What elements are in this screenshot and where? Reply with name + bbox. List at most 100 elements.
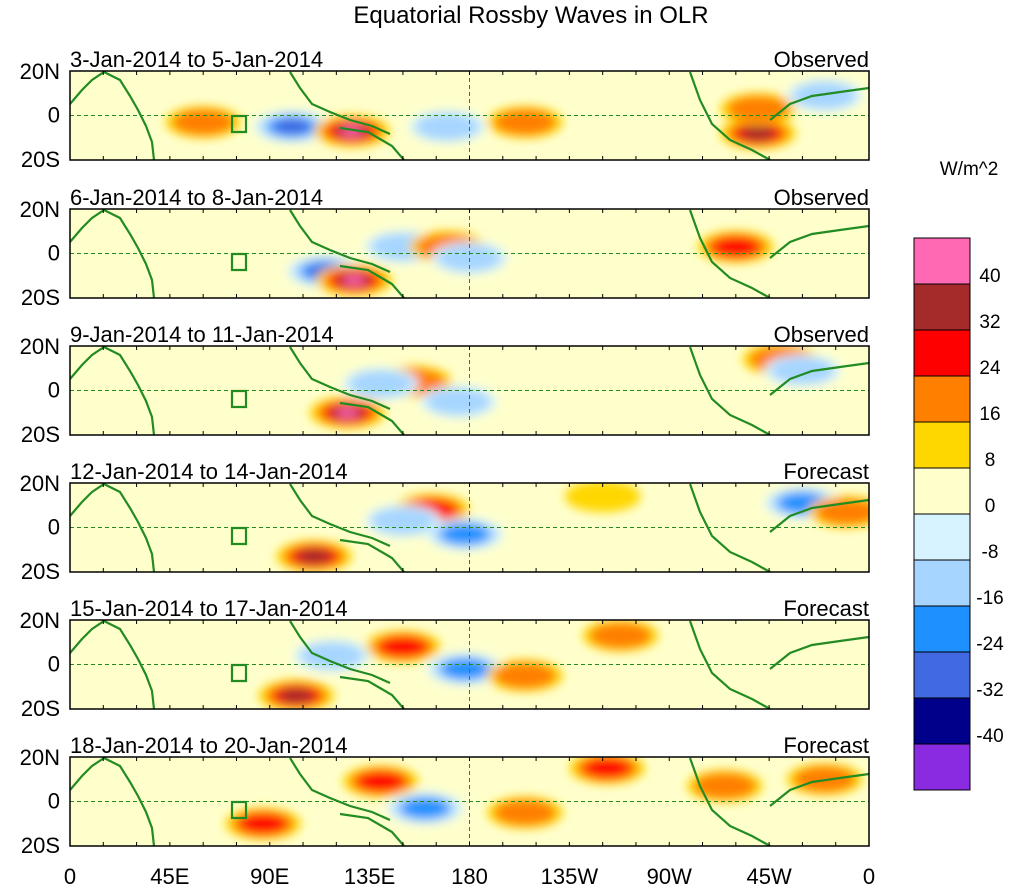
anomaly-contour [438,244,501,272]
anomaly-contour [296,549,332,564]
anomaly-contour [711,236,761,258]
anomaly-contour [589,622,652,649]
anomaly-contour [564,483,641,513]
latitude-tick-label: 20S [21,285,60,310]
coastline [70,757,869,846]
anomaly-contour [726,95,790,122]
colorbar-tick-label: -24 [976,634,1004,655]
colorbar-swatch [913,651,971,699]
colorbar-tick-label: -40 [976,726,1003,747]
anomaly-contour [416,113,479,140]
panel-status: Observed [774,322,869,347]
colorbar-tick-label: -32 [976,680,1003,701]
colorbar-tick-label: 16 [979,404,1000,425]
anomaly-contour [582,757,632,779]
anomaly-contour [172,109,235,136]
panel: 18-Jan-2014 to 20-Jan-2014 Forecast 20N 0 20… [20,733,870,858]
anomaly-contour [493,662,557,689]
latitude-tick-label: 20S [21,696,60,721]
latitude-tick-label: 20S [21,422,60,447]
latitude-tick-label: 20N [20,59,60,84]
colorbar-tick-label: 40 [979,266,1000,287]
latitude-tick-label: 0 [48,103,60,128]
anomaly-contour [771,357,834,384]
panel-date-range: 18-Jan-2014 to 20-Jan-2014 [70,733,348,758]
anomaly-contour [300,642,364,669]
longitude-tick-label: 45E [150,864,189,889]
anomaly-contour [378,636,428,657]
coastline [70,346,869,435]
latitude-tick-label: 20N [20,608,60,633]
colorbar-swatch [913,513,971,561]
coastline [70,620,869,709]
latitude-tick-label: 0 [48,515,60,540]
colorbar-tick-label: 0 [985,496,996,517]
anomaly-contour [356,771,406,792]
panels: 3-Jan-2014 to 5-Jan-2014 Observed20N020S6… [20,47,870,858]
colorbar-units: W/m^2 [940,159,999,180]
anomaly-contour [493,799,557,826]
colorbar-tick-label: 24 [979,358,1001,379]
panel-status: Forecast [783,733,869,758]
longitude-tick-label: 180 [451,864,488,889]
panel: 6-Jan-2014 to 8-Jan-2014 Observed 20N 0 20S [20,185,870,310]
colorbar-tick-label: 8 [985,450,996,471]
latitude-tick-label: 0 [48,241,60,266]
longitude-tick-label: 90W [647,864,692,889]
colorbar-swatch [913,375,971,423]
anomaly-contour [427,388,490,415]
panel: 15-Jan-2014 to 17-Jan-2014 Forecast 20N 0 20… [20,596,870,721]
latitude-tick-label: 20S [21,833,60,858]
anomaly-contour [493,109,557,136]
longitude-tick-labels: 0 45E 90E 135E 180 135W 90W 45W 0 [64,864,875,889]
colorbar-tick-label: -16 [976,588,1003,609]
anomaly-contour [349,370,412,397]
longitude-tick-label: 135E [344,864,395,889]
latitude-tick-label: 0 [48,378,60,403]
latitude-tick-label: 0 [48,652,60,677]
colorbar: W/m^2 40 32 24 16 8 0 -8 -16 -24 -32 -40 [913,159,1004,791]
latitude-tick-label: 20N [20,745,60,770]
anomaly-contour [371,507,435,534]
longitude-tick-label: 0 [64,864,76,889]
colorbar-swatch [913,605,971,653]
panel-date-range: 9-Jan-2014 to 11-Jan-2014 [70,322,334,347]
colorbar-swatch [913,237,971,285]
coastline [70,209,869,298]
anomaly-contour [740,125,776,141]
latitude-tick-label: 20N [20,334,60,359]
panel-date-range: 15-Jan-2014 to 17-Jan-2014 [70,596,348,621]
coastline [70,483,869,572]
anomaly-contour [274,119,310,134]
anomaly-contour [693,772,756,800]
colorbar-swatch [913,743,971,791]
colorbar-tick-label: 32 [979,312,1000,333]
colorbar-tick-label: -8 [982,542,999,563]
anomaly-contour [400,797,450,819]
longitude-tick-label: 90E [250,864,289,889]
panel-status: Observed [774,47,869,72]
anomaly-contour [343,275,365,285]
figure-title: Equatorial Rossby Waves in OLR [353,2,708,29]
panel-status: Forecast [783,596,869,621]
longitude-tick-label: 45W [747,864,792,889]
anomaly-contour [278,688,314,704]
anomaly-contour [793,82,856,109]
latitude-tick-label: 0 [48,789,60,814]
anomaly-contour [440,658,490,680]
latitude-tick-label: 20N [20,471,60,496]
colorbar-swatch [913,421,971,469]
coastline [70,71,869,160]
latitude-tick-label: 20N [20,197,60,222]
colorbar-swatch [913,697,971,745]
latitude-tick-label: 20S [21,559,60,584]
colorbar-swatch [913,559,971,607]
panel: 3-Jan-2014 to 5-Jan-2014 Observed 20N 0 20S [20,47,870,172]
anomaly-contour [336,408,359,418]
panel-status: Observed [774,185,869,210]
colorbar-swatch [913,329,971,377]
longitude-tick-label: 135W [541,864,599,889]
panel-date-range: 6-Jan-2014 to 8-Jan-2014 [70,185,323,210]
panel-date-range: 12-Jan-2014 to 14-Jan-2014 [70,459,348,484]
